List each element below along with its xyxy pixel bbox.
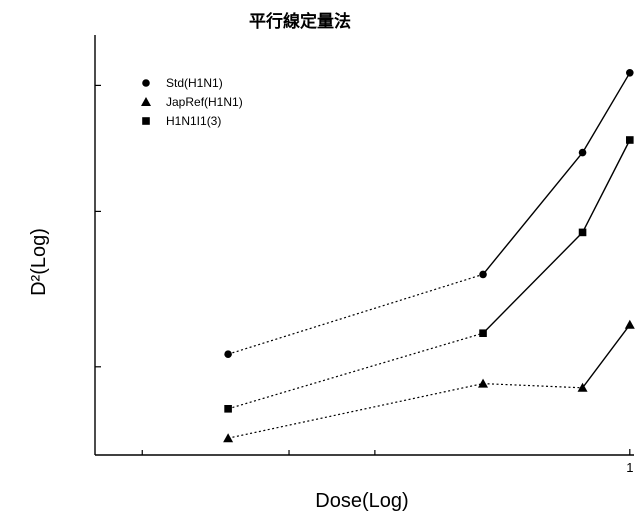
legend-label: JapRef(H1N1)	[166, 95, 243, 109]
data-point	[578, 148, 587, 157]
data-point	[626, 69, 634, 77]
axes: 1	[94, 35, 634, 475]
series-layer	[223, 69, 635, 443]
legend: Std(H1N1) JapRef(H1N1) H1N1I1(3)	[141, 76, 243, 128]
series-3	[224, 136, 634, 413]
legend-marker	[142, 79, 150, 87]
data-point	[223, 433, 234, 443]
series-1	[224, 69, 634, 359]
x-axis-label: Dose(Log)	[315, 490, 408, 512]
legend-marker	[142, 117, 150, 125]
y-axis-ticks	[95, 84, 101, 368]
x-tick-label: 1	[626, 460, 633, 475]
legend-label: Std(H1N1)	[166, 76, 223, 90]
data-point	[624, 319, 635, 329]
data-point	[479, 270, 487, 279]
data-point	[626, 136, 634, 144]
legend-label: H1N1I1(3)	[166, 114, 221, 128]
legend-item: Std(H1N1)	[142, 76, 223, 90]
series-2	[223, 319, 635, 443]
series-line-segment	[227, 383, 484, 439]
series-line-segment	[227, 332, 484, 410]
data-point	[478, 378, 489, 388]
series-line-segment	[581, 324, 631, 389]
legend-marker	[141, 97, 151, 106]
data-point	[578, 228, 587, 237]
series-line-segment	[483, 383, 583, 389]
legend-item: H1N1I1(3)	[142, 114, 221, 128]
x-axis-ticks: 1	[141, 449, 633, 475]
series-line-segment	[227, 273, 484, 355]
data-point	[577, 382, 588, 392]
series-line-segment	[482, 152, 584, 275]
chart-title: 平行線定量法	[249, 11, 351, 32]
series-line-segment	[482, 231, 584, 334]
data-point	[479, 329, 487, 337]
data-point	[224, 350, 232, 359]
legend-item: JapRef(H1N1)	[141, 95, 243, 109]
data-point	[224, 405, 232, 413]
series-line-segment	[581, 72, 631, 153]
y-axis-label: D²(Log)	[28, 228, 50, 296]
series-line-segment	[581, 139, 631, 233]
